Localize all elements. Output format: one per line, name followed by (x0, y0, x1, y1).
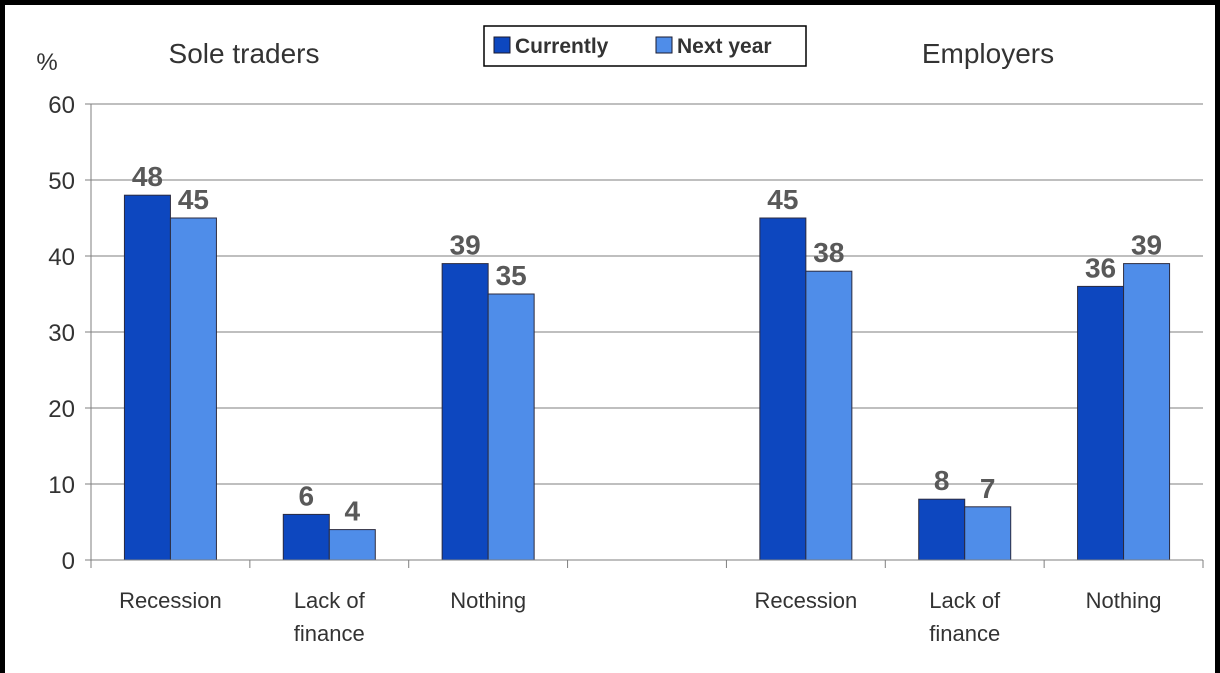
bar-next-year (805, 270, 853, 561)
x-tick-label: Recession (119, 588, 222, 613)
x-tick-label: Lack of finance (929, 588, 1001, 646)
x-tick-label: Lack of finance (294, 588, 366, 646)
x-tick-label: Nothing (1086, 588, 1162, 613)
legend-swatch (493, 36, 511, 54)
group-title: Employers (922, 38, 1054, 69)
legend-entry: Currently (515, 35, 609, 58)
axes: 0 10 20 30 40 50 60% Sole traders Recession Lack … (36, 38, 1204, 646)
bar-currently (282, 513, 330, 561)
y-tick-label: 10 (48, 472, 75, 499)
bar-currently (759, 217, 807, 561)
bars (123, 194, 1171, 561)
y-tick-label: 60 (48, 92, 75, 119)
bar-next-year (487, 293, 535, 561)
legend-box (483, 25, 807, 67)
legend-swatch (655, 36, 673, 54)
bar-currently (441, 263, 489, 561)
bar-next-year (1123, 263, 1171, 561)
bar-currently (918, 498, 966, 561)
data-label: 39 (450, 230, 481, 261)
y-tick-label: 40 (48, 244, 75, 271)
data-label: 35 (496, 260, 527, 291)
y-tick-label: 0 (62, 548, 75, 575)
y-tick-label: 50 (48, 168, 75, 195)
data-label: 45 (767, 184, 798, 215)
x-tick-label: Recession (754, 588, 857, 613)
x-tick-label: Nothing (450, 588, 526, 613)
data-label: 8 (934, 465, 950, 496)
bar-next-year (169, 217, 217, 561)
data-label: 7 (980, 473, 996, 504)
bar-currently (1077, 285, 1125, 561)
data-label: 38 (813, 237, 844, 268)
data-label: 48 (132, 161, 163, 192)
legend: Currently Next year (483, 25, 807, 67)
data-label: 6 (298, 480, 314, 511)
legend-entry: Next year (677, 35, 772, 58)
y-axis-label: % (36, 49, 57, 76)
group-title: Sole traders (169, 38, 320, 69)
data-label: 36 (1085, 252, 1116, 283)
data-label: 4 (344, 496, 360, 527)
data-label: 45 (178, 184, 209, 215)
bar-next-year (964, 506, 1012, 561)
bar-currently (123, 194, 171, 561)
data-label: 39 (1131, 230, 1162, 261)
y-tick-label: 30 (48, 320, 75, 347)
bar-next-year (328, 529, 376, 561)
gridlines (91, 103, 1203, 561)
y-tick-label: 20 (48, 396, 75, 423)
data-labels: 48 45 6 4 39 35 45 38 8 7 36 39 (132, 161, 1162, 526)
